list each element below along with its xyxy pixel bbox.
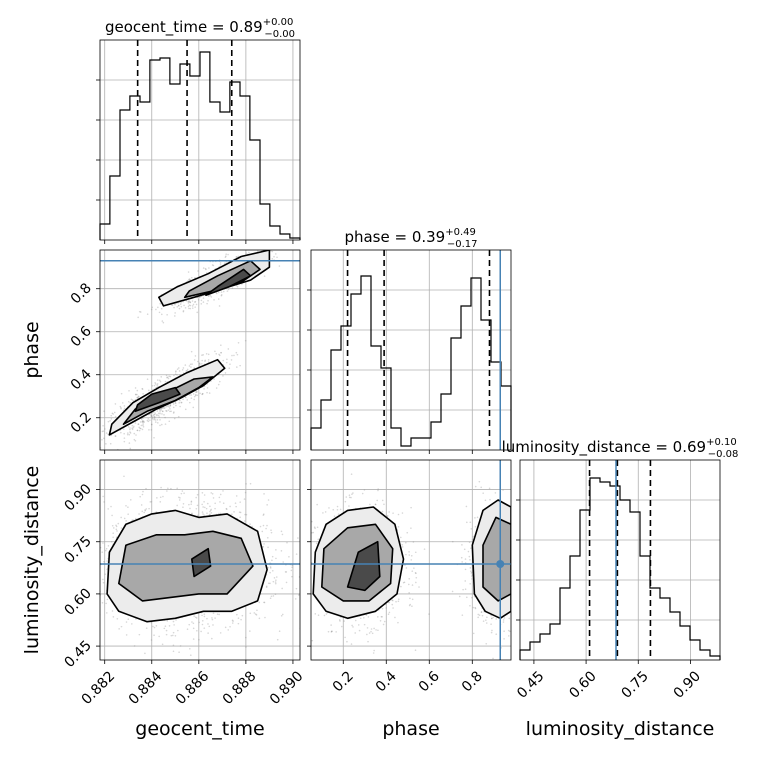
histogram-luminosity_distance [519, 477, 721, 660]
x-axis-label-geocent_time: geocent_time [135, 718, 264, 740]
x-axis-label-luminosity_distance: luminosity_distance [526, 718, 715, 740]
panel-frame [99, 459, 301, 661]
x-tick-label: 0.884 [126, 668, 166, 708]
y-tick-label: 0.6 [68, 323, 95, 350]
y-tick-label: 0.8 [68, 280, 95, 307]
y-tick-label: 0.60 [61, 585, 94, 618]
y-tick-label: 0.2 [68, 409, 95, 436]
x-tick-label: 0.45 [514, 668, 547, 701]
x-tick-label: 0.90 [671, 668, 704, 701]
panel-frame [99, 39, 301, 241]
x-tick-label: 0.60 [566, 668, 599, 701]
contour-level-2 [118, 530, 254, 602]
hist-panel-geocent_time [96, 39, 301, 244]
contour-level-3 [346, 540, 381, 592]
y-tick-label: 0.45 [61, 638, 94, 671]
x-tick-label: 0.6 [416, 668, 443, 695]
x-tick-label: 0.4 [373, 668, 400, 695]
x-tick-label: 0.75 [619, 668, 652, 701]
panel-title-phase: phase = 0.39+0.49 −0.17 [344, 227, 477, 250]
panel-frame [310, 249, 512, 451]
x-axis-label-phase: phase [382, 718, 439, 740]
y-tick-label: 0.75 [61, 533, 94, 566]
contour-level-2 [482, 516, 511, 602]
hist-panel-luminosity_distance [516, 459, 721, 664]
contour-level-3 [191, 547, 212, 578]
y-axis-label-luminosity_distance: luminosity_distance [21, 466, 43, 655]
y-axis-label-phase: phase [21, 321, 43, 378]
contour-level-3 [134, 386, 181, 413]
histogram-phase [310, 275, 512, 450]
density-panel-luminosity_distance-vs-geocent_time [96, 459, 301, 664]
grid-lines [311, 250, 511, 450]
panel-title-geocent_time: geocent_time = 0.89+0.00 −0.00 [105, 17, 295, 40]
truth-marker [496, 560, 505, 568]
sample-points [100, 250, 281, 450]
panel-frame [99, 249, 301, 451]
grid-lines [100, 40, 300, 240]
panel-frame [519, 459, 721, 661]
density-panel-luminosity_distance-vs-phase [307, 459, 512, 664]
panel-frame [310, 459, 512, 661]
contour-level-3 [205, 268, 252, 296]
x-tick-label: 0.886 [173, 668, 213, 708]
x-tick-label: 0.2 [330, 668, 357, 695]
x-tick-label: 0.882 [79, 668, 119, 708]
x-tick-label: 0.890 [267, 668, 307, 708]
histogram-geocent_time [99, 51, 301, 240]
x-tick-label: 0.888 [220, 668, 260, 708]
x-tick-label: 0.8 [459, 668, 486, 695]
panel-title-luminosity_distance: luminosity_distance = 0.69+0.10 −0.08 [502, 437, 739, 460]
density-panel-phase-vs-geocent_time [96, 249, 301, 454]
y-tick-label: 0.90 [61, 481, 94, 514]
y-tick-label: 0.4 [68, 366, 95, 393]
hist-panel-phase [307, 249, 512, 454]
